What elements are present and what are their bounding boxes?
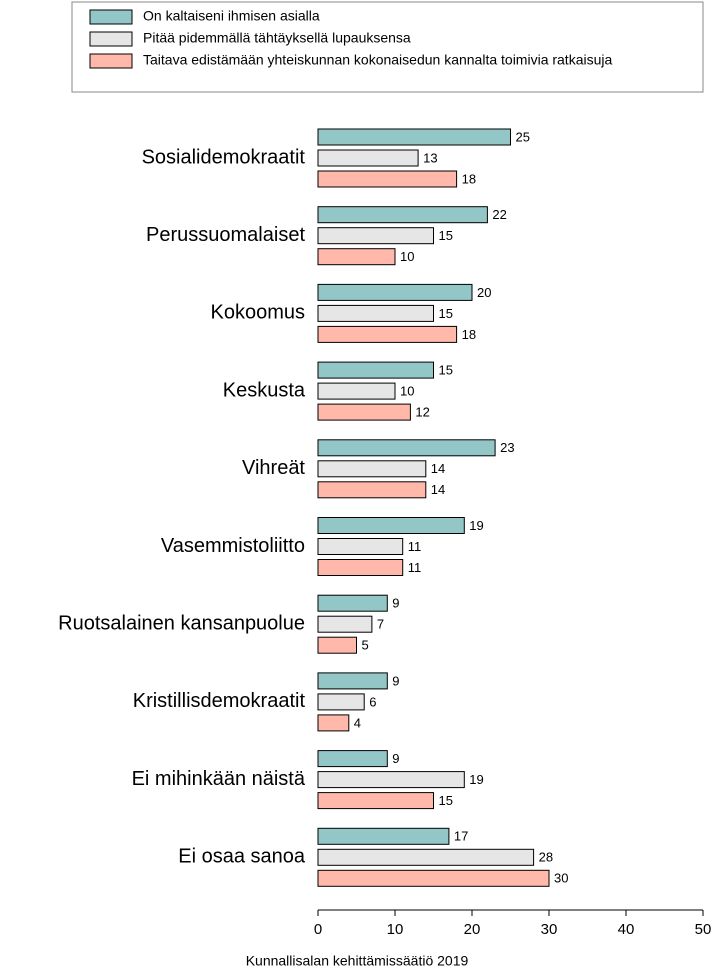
source: Kunnallisalan kehittämissäätiö 2019 [246,953,469,969]
bar [317,227,434,245]
bar [317,517,465,534]
value-label: 23 [500,440,514,455]
category-label: Ei mihinkään näistä [132,768,306,790]
category-label: Sosialidemokraatit [142,146,306,168]
value-label: 12 [415,405,429,420]
bar [317,128,511,146]
bar [317,559,404,576]
value-label: 30 [554,871,568,886]
category-label: Vihreät [242,457,305,479]
bar [317,149,419,167]
bar [317,792,434,810]
bar [317,206,488,224]
value-label: 15 [439,793,453,808]
value-label: 20 [477,285,491,300]
legend-box [71,1,704,93]
value-label: 7 [377,617,384,632]
legend-swatch [89,53,133,69]
bar [317,439,496,457]
bar [317,827,450,845]
bar [317,615,373,633]
category-label: Ei osaa sanoa [178,846,306,868]
category-label: Keskusta [223,379,306,401]
category-label: Ruotsalainen kansanpuolue [58,612,305,634]
bar [317,771,465,789]
value-label: 15 [439,228,453,243]
bar [317,481,427,499]
bar [317,594,388,612]
x-tick-label: 30 [541,921,558,938]
legend-label: Pitää pidemmällä tähtäyksellä lupauksens… [143,30,411,46]
bar [317,403,411,421]
value-label: 11 [408,560,422,575]
x-tick-label: 0 [314,921,322,938]
value-label: 28 [539,850,553,865]
value-label: 10 [400,249,414,264]
value-label: 5 [362,638,369,653]
x-tick-label: 40 [618,921,635,938]
value-label: 14 [431,461,445,476]
bar [317,693,365,711]
bar [317,460,427,478]
value-label: 22 [492,207,506,222]
legend-label: Taitava edistämään yhteiskunnan kokonais… [143,52,612,68]
legend-swatch [89,9,133,25]
legend-swatch [89,31,133,47]
value-label: 19 [469,772,483,787]
value-label: 6 [369,694,376,709]
value-label: 10 [400,384,414,399]
category-label: Vasemmistoliitto [161,535,305,557]
x-tick-label: 10 [387,921,404,938]
bar [317,750,388,768]
bar [317,869,550,887]
value-label: 19 [469,518,483,533]
value-label: 18 [462,171,476,186]
x-tick-label: 50 [695,921,712,938]
x-tick-label: 20 [464,921,481,938]
category-label: Kristillisdemokraatit [133,690,306,712]
bar [317,382,396,400]
bar [317,714,350,732]
value-label: 9 [392,751,399,766]
bar [317,283,473,301]
value-label: 9 [392,673,399,688]
category-label: Perussuomalaiset [146,224,305,246]
bar [317,248,396,266]
bar [317,170,458,188]
value-label: 17 [454,829,468,844]
value-label: 25 [516,129,530,144]
value-label: 18 [462,327,476,342]
bar [317,304,434,322]
value-label: 11 [408,539,422,554]
value-label: 15 [439,363,453,378]
bar [317,361,434,379]
legend-label: On kaltaiseni ihmisen asialla [143,8,320,24]
bar [317,325,458,343]
bar [317,848,535,866]
bar [317,672,388,690]
bar [317,538,404,555]
bar [317,636,357,654]
value-label: 15 [439,306,453,321]
value-label: 4 [354,715,361,730]
value-label: 14 [431,482,445,497]
value-label: 13 [423,150,437,165]
value-label: 9 [392,596,399,611]
category-label: Kokoomus [211,302,306,324]
